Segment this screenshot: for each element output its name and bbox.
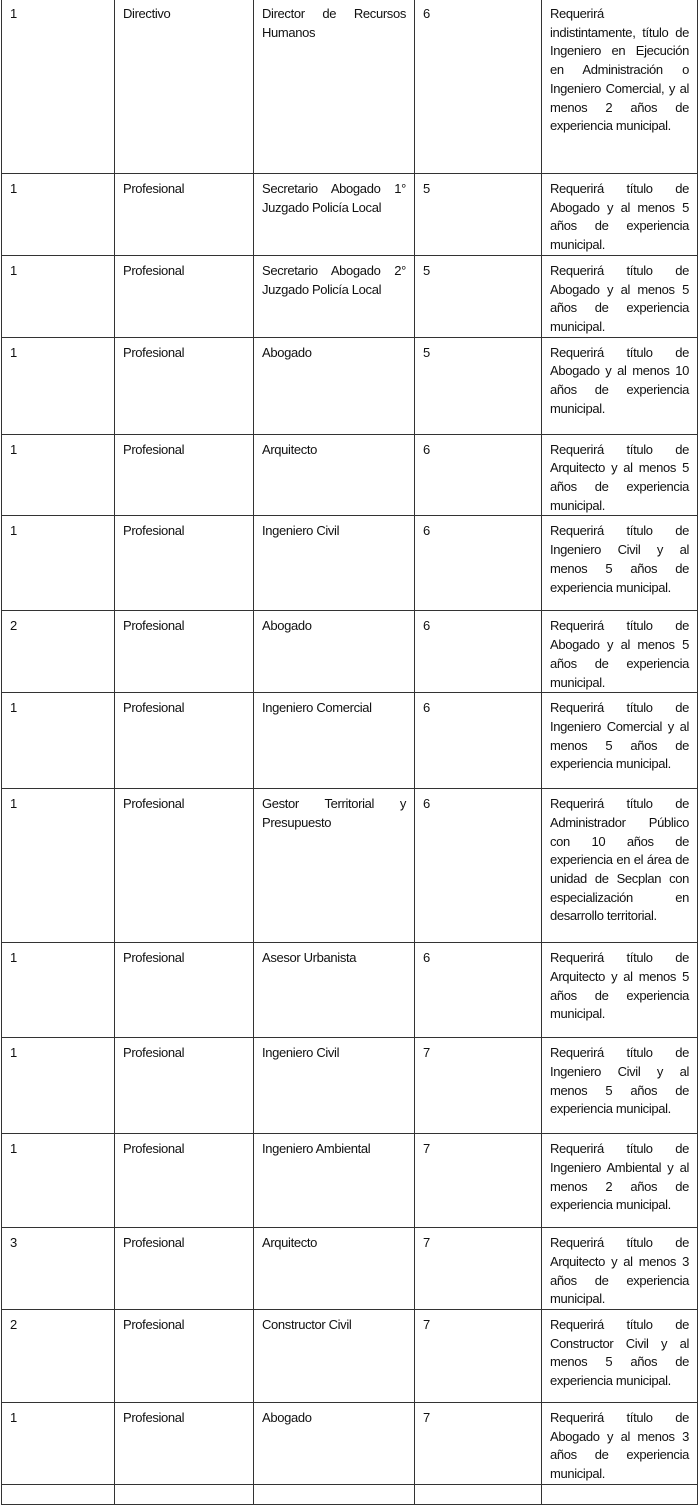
position-cell: Director de Recursos Humanos — [253, 0, 415, 174]
table-row: 1 Profesional Gestor Territorial y Presupu… — [1, 788, 698, 944]
requirement-cell: Requerirá título de Abogado y al menos 5… — [541, 254, 698, 338]
grade-cell: 5 — [414, 173, 542, 256]
table-row: 1 Profesional Asesor Urbanista 6 Requerirá t… — [1, 942, 698, 1039]
grade-cell: 6 — [414, 0, 542, 174]
table-row: 1 Profesional Ingeniero Ambiental 7 Requerir… — [1, 1133, 698, 1229]
table-row-partial — [1, 1483, 698, 1505]
category-cell: Profesional — [114, 1133, 254, 1229]
requirement-cell: Requerirá título de Ingeniero Comercial … — [541, 692, 698, 790]
category-cell: Profesional — [114, 610, 254, 694]
table-row: 1 Profesional Secretario Abogado 2° Juzgad… — [1, 254, 698, 338]
grade-cell: 5 — [414, 336, 542, 435]
position-cell: Arquitecto — [253, 433, 415, 517]
table-row: 1 Profesional Arquitecto 6 Requerirá título … — [1, 433, 698, 517]
grade-cell: 6 — [414, 692, 542, 790]
grade-cell: 6 — [414, 515, 542, 612]
quantity-cell: 1 — [1, 433, 115, 517]
category-cell: Profesional — [114, 515, 254, 612]
position-cell: Ingeniero Civil — [253, 515, 415, 612]
category-cell: Profesional — [114, 1227, 254, 1311]
requirement-cell: Requerirá título de Abogado y al menos 5… — [541, 173, 698, 256]
position-cell: Ingeniero Comercial — [253, 692, 415, 790]
requirement-cell: Requerirá título de Abogado y al menos 1… — [541, 336, 698, 435]
grade-cell: 6 — [414, 610, 542, 694]
quantity-cell: 1 — [1, 692, 115, 790]
requirement-cell: Requerirá indistintamente, título de Ing… — [541, 0, 698, 174]
position-cell: Ingeniero Civil — [253, 1037, 415, 1135]
requirement-cell: Requerirá título de Arquitecto y al meno… — [541, 1227, 698, 1311]
requirement-cell: Requerirá título de Arquitecto y al meno… — [541, 433, 698, 517]
empty-cell — [414, 1483, 542, 1505]
requirement-cell: Requerirá título de Ingeniero Civil y al… — [541, 1037, 698, 1135]
requirement-cell: Requerirá título de Arquitecto y al meno… — [541, 942, 698, 1039]
grade-cell: 7 — [414, 1402, 542, 1485]
quantity-cell: 1 — [1, 173, 115, 256]
category-cell: Profesional — [114, 942, 254, 1039]
requirement-cell: Requerirá título de Ingeniero Civil y al… — [541, 515, 698, 612]
quantity-cell: 1 — [1, 1402, 115, 1485]
table-row: 1 Profesional Abogado 5 Requerirá título de … — [1, 336, 698, 435]
position-cell: Constructor Civil — [253, 1309, 415, 1404]
grade-cell: 6 — [414, 788, 542, 944]
table-row: 1 Profesional Ingeniero Civil 6 Requerirá tí… — [1, 515, 698, 612]
quantity-cell: 1 — [1, 254, 115, 338]
grade-cell: 6 — [414, 433, 542, 517]
grade-cell: 6 — [414, 942, 542, 1039]
requirement-cell: Requerirá título de Abogado y al menos 3… — [541, 1402, 698, 1485]
category-cell: Profesional — [114, 336, 254, 435]
category-cell: Profesional — [114, 1402, 254, 1485]
grade-cell: 7 — [414, 1227, 542, 1311]
category-cell: Profesional — [114, 1037, 254, 1135]
requirement-cell: Requerirá título de Ingeniero Ambiental … — [541, 1133, 698, 1229]
quantity-cell: 1 — [1, 942, 115, 1039]
position-cell: Ingeniero Ambiental — [253, 1133, 415, 1229]
grade-cell: 7 — [414, 1133, 542, 1229]
quantity-cell: 2 — [1, 610, 115, 694]
quantity-cell: 2 — [1, 1309, 115, 1404]
empty-cell — [253, 1483, 415, 1505]
position-cell: Abogado — [253, 610, 415, 694]
table-row: 1 Directivo Director de Recursos Humanos 6 R… — [1, 0, 698, 174]
category-cell: Profesional — [114, 254, 254, 338]
empty-cell — [114, 1483, 254, 1505]
category-cell: Directivo — [114, 0, 254, 174]
quantity-cell: 3 — [1, 1227, 115, 1311]
empty-cell — [1, 1483, 115, 1505]
table-row: 2 Profesional Abogado 6 Requerirá título de … — [1, 610, 698, 694]
position-cell: Abogado — [253, 1402, 415, 1485]
requirement-cell: Requerirá título de Constructor Civil y … — [541, 1309, 698, 1404]
empty-cell — [541, 1483, 698, 1505]
position-cell: Arquitecto — [253, 1227, 415, 1311]
quantity-cell: 1 — [1, 788, 115, 944]
table-row: 3 Profesional Arquitecto 7 Requerirá título … — [1, 1227, 698, 1311]
position-cell: Asesor Urbanista — [253, 942, 415, 1039]
requirement-cell: Requerirá título de Administrador Públic… — [541, 788, 698, 944]
table-row: 1 Profesional Abogado 7 Requerirá título de … — [1, 1402, 698, 1485]
quantity-cell: 1 — [1, 515, 115, 612]
position-cell: Abogado — [253, 336, 415, 435]
quantity-cell: 1 — [1, 1133, 115, 1229]
table-row: 2 Profesional Constructor Civil 7 Requerirá … — [1, 1309, 698, 1404]
grade-cell: 7 — [414, 1309, 542, 1404]
table-row: 1 Profesional Secretario Abogado 1° Juzgad… — [1, 173, 698, 256]
position-cell: Secretario Abogado 2° Juzgado Policía Lo… — [253, 254, 415, 338]
table-row: 1 Profesional Ingeniero Civil 7 Requerirá tí… — [1, 1037, 698, 1135]
grade-cell: 7 — [414, 1037, 542, 1135]
category-cell: Profesional — [114, 1309, 254, 1404]
position-cell: Gestor Territorial y Presupuesto — [253, 788, 415, 944]
category-cell: Profesional — [114, 692, 254, 790]
quantity-cell: 1 — [1, 0, 115, 174]
category-cell: Profesional — [114, 173, 254, 256]
grade-cell: 5 — [414, 254, 542, 338]
quantity-cell: 1 — [1, 1037, 115, 1135]
table-row: 1 Profesional Ingeniero Comercial 6 Requerir… — [1, 692, 698, 790]
position-cell: Secretario Abogado 1° Juzgado Policía Lo… — [253, 173, 415, 256]
quantity-cell: 1 — [1, 336, 115, 435]
category-cell: Profesional — [114, 433, 254, 517]
requirement-cell: Requerirá título de Abogado y al menos 5… — [541, 610, 698, 694]
category-cell: Profesional — [114, 788, 254, 944]
